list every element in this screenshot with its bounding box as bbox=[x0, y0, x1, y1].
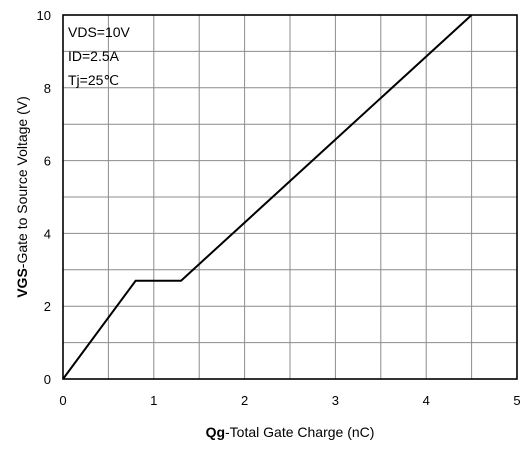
x-tick-label: 3 bbox=[332, 393, 339, 408]
y-tick-labels: 0 2 4 6 8 10 bbox=[37, 8, 51, 387]
x-tick-label: 5 bbox=[513, 393, 520, 408]
x-axis-label-rest: -Total Gate Charge (nC) bbox=[225, 424, 374, 440]
x-tick-label: 2 bbox=[241, 393, 248, 408]
x-tick-labels: 0 1 2 3 4 5 bbox=[59, 393, 520, 408]
plot-frame bbox=[62, 14, 518, 380]
annotation-layer: VDS=10V ID=2.5A Tj=25℃ bbox=[68, 24, 131, 88]
y-axis-label: VGS-Gate to Source Voltage (V) bbox=[14, 96, 30, 298]
grid-layer bbox=[63, 15, 517, 379]
y-axis-label-bold: VGS bbox=[14, 268, 30, 298]
x-tick-label: 0 bbox=[59, 393, 66, 408]
y-axis-label-rest: -Gate to Source Voltage (V) bbox=[14, 96, 30, 268]
annotation-vds: VDS=10V bbox=[68, 24, 131, 40]
y-tick-label: 0 bbox=[44, 372, 51, 387]
y-tick-label: 2 bbox=[44, 299, 51, 314]
data-layer bbox=[62, 14, 473, 380]
y-tick-label: 4 bbox=[44, 226, 51, 241]
x-axis-label: Qg-Total Gate Charge (nC) bbox=[206, 424, 375, 440]
x-tick-label: 1 bbox=[150, 393, 157, 408]
y-tick-label: 6 bbox=[44, 154, 51, 169]
x-axis-label-bold: Qg bbox=[206, 424, 225, 440]
annotation-tj: Tj=25℃ bbox=[68, 72, 119, 88]
y-tick-label: 8 bbox=[44, 81, 51, 96]
x-tick-label: 4 bbox=[423, 393, 430, 408]
y-tick-label: 10 bbox=[37, 8, 51, 23]
gate-charge-curve bbox=[62, 14, 473, 380]
annotation-id: ID=2.5A bbox=[68, 48, 120, 64]
